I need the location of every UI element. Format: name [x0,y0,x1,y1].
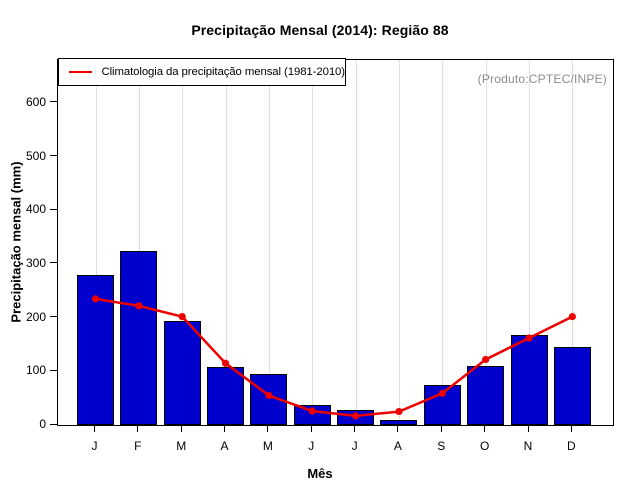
bar-month-2 [120,251,158,425]
product-annotation: (Produto:CPTEC/INPE) [477,72,607,86]
x-tick-label-4: A [220,439,229,453]
climatology-point-6 [308,407,316,415]
climatology-point-3 [178,312,186,321]
legend-label: Climatologia da precipitação mensal (198… [101,66,345,78]
x-tick-label-11: N [523,439,533,453]
x-tick-8 [397,426,399,432]
x-tick-4 [224,426,226,432]
climatology-line [91,295,576,420]
gridline-4 [225,60,227,425]
bar-month-8 [380,420,418,425]
x-tick-label-2: F [134,439,142,453]
y-tick-0 [50,423,57,425]
x-tick-label-7: J [351,439,358,453]
x-tick-10 [484,426,486,432]
climatology-point-11 [525,334,533,342]
y-tick-200 [50,316,57,318]
y-tick-600 [50,101,57,103]
gridline-6 [312,60,314,425]
x-tick-label-9: S [437,439,446,453]
y-tick-label-300: 300 [25,255,46,270]
x-tick-11 [527,426,529,432]
y-tick-100 [50,369,57,371]
gridline-11 [529,60,530,425]
climatology-point-7 [352,412,360,420]
x-axis-title: Mês [307,466,333,481]
y-tick-500 [50,155,57,157]
y-axis-title: Precipitação mensal (mm) [8,161,24,323]
y-tick-label-200: 200 [25,309,46,324]
climatology-point-9 [438,389,446,397]
bar-month-10 [467,365,505,425]
climatology-polyline [95,297,573,418]
gridline-12 [572,60,574,425]
y-tick-400 [50,208,57,210]
gridline-8 [398,60,400,425]
x-tick-label-3: M [176,439,187,453]
climatology-point-1 [91,295,100,303]
bar-month-4 [207,367,245,425]
bar-month-3 [163,320,201,425]
y-tick-label-400: 400 [25,202,46,217]
climatology-point-5 [265,391,273,400]
climatology-point-10 [482,355,490,364]
x-tick-label-8: A [393,439,402,453]
plot-area: Climatologia da precipitação mensal (198… [57,58,614,426]
gridline-1 [95,60,97,425]
climatology-point-8 [395,407,403,416]
gridline-10 [485,60,487,425]
legend-line-sample-icon [69,71,93,73]
climatology-point-2 [135,302,143,310]
x-tick-label-6: J [308,439,315,453]
gridline-9 [442,60,444,425]
x-tick-3 [180,426,182,432]
gridline-7 [355,60,357,425]
legend-box: Climatologia da precipitação mensal (198… [58,58,346,86]
x-tick-5 [267,426,269,432]
climatology-point-12 [568,312,576,321]
bar-month-11 [510,334,548,425]
gridline-2 [138,60,140,425]
x-tick-12 [570,426,572,432]
x-tick-7 [354,426,356,432]
chart-title: Precipitação Mensal (2014): Região 88 [191,22,449,38]
y-tick-label-100: 100 [25,363,46,378]
y-tick-label-0: 0 [39,417,46,431]
gridline-3 [182,60,184,425]
x-tick-9 [440,426,442,432]
x-tick-2 [137,426,139,432]
y-tick-label-500: 500 [25,148,46,163]
x-tick-6 [310,426,312,432]
x-tick-1 [94,426,95,432]
y-tick-300 [50,262,57,264]
bar-month-12 [553,347,591,425]
y-tick-label-600: 600 [25,94,46,109]
x-tick-label-1: J [91,439,98,453]
x-tick-label-10: O [479,439,490,453]
climatology-point-4 [221,359,230,367]
x-tick-label-12: D [567,439,576,453]
bar-month-6 [293,405,331,425]
gridline-5 [268,60,270,425]
x-tick-label-5: M [262,439,273,453]
